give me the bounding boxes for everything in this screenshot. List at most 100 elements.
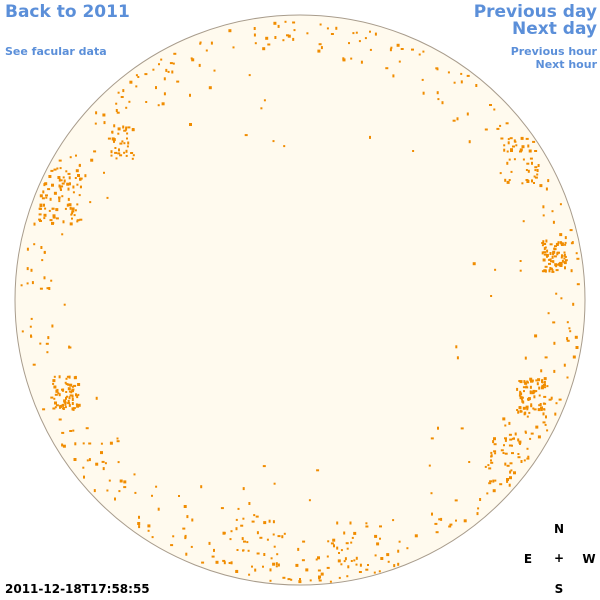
facula-point — [504, 452, 508, 455]
facula-point — [527, 455, 530, 458]
facula-point — [305, 568, 309, 572]
facula-point — [544, 246, 547, 249]
facula-point — [522, 220, 525, 223]
facula-point — [489, 104, 492, 106]
facula-point — [186, 515, 189, 519]
back-to-year-link[interactable]: Back to 2011 — [5, 2, 130, 22]
facula-point — [437, 98, 440, 101]
facula-point — [157, 104, 160, 107]
facula-point — [537, 164, 540, 167]
facula-point — [437, 426, 439, 430]
facula-point — [41, 259, 44, 262]
facula-point — [65, 383, 69, 386]
facula-point — [396, 43, 400, 47]
facula-point — [126, 145, 129, 148]
facula-point — [528, 411, 531, 414]
facula-point — [53, 375, 56, 378]
facula-point — [71, 212, 74, 215]
facula-point — [308, 499, 311, 502]
facula-point — [30, 317, 33, 320]
facula-point — [76, 220, 79, 223]
facula-point — [66, 182, 70, 186]
facula-point — [68, 375, 71, 379]
facula-point — [55, 217, 59, 220]
facula-point — [229, 538, 232, 541]
next-day-link[interactable]: Next day — [512, 19, 597, 39]
facula-point — [170, 544, 174, 547]
facula-point — [31, 281, 34, 285]
facula-point — [476, 512, 479, 516]
facula-point — [490, 451, 493, 454]
facula-point — [71, 388, 75, 391]
facula-point — [520, 136, 524, 140]
facula-point — [163, 77, 166, 81]
facula-point — [352, 32, 355, 35]
facula-point — [545, 253, 549, 257]
facula-point — [513, 158, 516, 161]
facula-point — [26, 282, 29, 285]
facula-point — [538, 394, 541, 397]
facula-point — [55, 208, 59, 212]
facula-point — [116, 440, 120, 443]
facula-point — [343, 560, 346, 563]
facula-point — [41, 197, 45, 200]
facula-point — [52, 216, 56, 219]
previous-hour-link[interactable]: Previous hour — [510, 45, 597, 58]
facula-point — [191, 518, 194, 522]
facula-point — [48, 287, 51, 290]
facula-point — [553, 248, 556, 251]
facula-point — [110, 154, 113, 157]
facula-point — [65, 170, 68, 173]
facula-point — [71, 402, 74, 405]
facula-point — [85, 427, 89, 430]
facula-point — [165, 68, 168, 72]
previous-day-link[interactable]: Previous day — [473, 2, 597, 22]
facula-point — [509, 462, 513, 465]
facula-point — [52, 222, 55, 224]
facula-point — [365, 525, 369, 528]
facula-point — [113, 140, 115, 143]
facula-point — [79, 218, 83, 221]
facula-point — [115, 157, 118, 160]
facula-point — [547, 179, 550, 183]
facula-point — [525, 405, 529, 409]
facula-point — [527, 144, 530, 148]
facula-point — [144, 73, 148, 76]
facula-point — [503, 444, 505, 447]
facula-point — [67, 383, 71, 386]
facula-point — [45, 342, 49, 345]
facula-point — [543, 377, 547, 381]
facula-point — [317, 569, 321, 572]
facula-point — [58, 196, 61, 199]
facula-point — [63, 303, 66, 306]
facula-point — [522, 386, 526, 389]
facula-point — [43, 251, 46, 254]
facula-point — [500, 137, 504, 140]
facula-point — [52, 382, 55, 385]
facula-point — [455, 345, 458, 349]
facula-point — [486, 492, 489, 495]
facula-point — [564, 241, 567, 244]
facula-point — [61, 443, 64, 447]
facula-point — [151, 494, 153, 497]
facula-point — [521, 182, 524, 185]
facula-point — [414, 534, 418, 538]
facula-point — [122, 125, 125, 129]
facula-point — [69, 222, 73, 226]
facula-point — [468, 461, 471, 463]
facula-point — [330, 33, 334, 35]
facula-point — [537, 435, 541, 439]
facula-point — [242, 517, 245, 520]
facula-point — [543, 247, 546, 251]
facula-point — [576, 283, 580, 286]
facula-point — [530, 405, 533, 408]
see-facular-data-link[interactable]: See facular data — [5, 45, 107, 58]
facula-point — [78, 164, 81, 167]
next-hour-link[interactable]: Next hour — [535, 58, 598, 71]
facula-point — [116, 111, 120, 114]
facula-point — [254, 568, 257, 572]
facula-point — [52, 379, 56, 383]
facula-point — [77, 393, 80, 396]
facula-point — [88, 458, 91, 462]
facula-point — [523, 412, 526, 416]
